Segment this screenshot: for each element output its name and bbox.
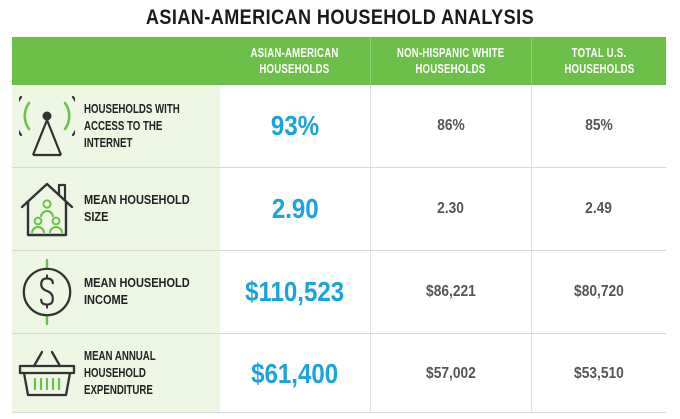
analysis-table: ASIAN-AMERICAN HOUSEHOLDS NON-HISPANIC WH… — [12, 37, 666, 413]
row-label-annual-expenditure: MEAN ANNUAL HOUSEHOLD EXPENDITURE — [84, 349, 156, 397]
table-header: ASIAN-AMERICAN HOUSEHOLDS NON-HISPANIC WH… — [12, 37, 666, 85]
value-total-size: 2.49 — [585, 200, 613, 217]
row-label-household-size: MEAN HOUSEHOLD SIZE — [84, 193, 190, 224]
row-label-household-income: MEAN HOUSEHOLD INCOME — [84, 276, 190, 307]
wifi-antenna-icon — [18, 93, 76, 159]
value-asian-income: $110,523 — [245, 276, 345, 307]
value-asian-size: 2.90 — [271, 193, 319, 224]
table-row: MEAN HOUSEHOLD INCOME $110,523 $86,221 $… — [12, 251, 666, 333]
house-family-icon — [18, 176, 76, 242]
table-row: HOUSEHOLDS WITH ACCESS TO THE INTERNET 93… — [12, 85, 666, 167]
column-header-non-hispanic-white: NON-HISPANIC WHITE HOUSEHOLDS — [397, 45, 505, 76]
table-row: MEAN HOUSEHOLD SIZE 2.90 2.30 2.49 — [12, 168, 666, 250]
value-white-size: 2.30 — [437, 200, 465, 217]
row-label-internet: HOUSEHOLDS WITH ACCESS TO THE INTERNET — [84, 101, 180, 150]
value-white-internet: 86% — [437, 117, 465, 134]
table-row: MEAN ANNUAL HOUSEHOLD EXPENDITURE $61,400… — [12, 334, 666, 413]
value-total-expenditure: $53,510 — [574, 364, 624, 382]
value-white-expenditure: $57,002 — [426, 364, 476, 382]
value-total-income: $80,720 — [574, 283, 624, 300]
value-white-income: $86,221 — [426, 283, 476, 300]
page-title: ASIAN-AMERICAN HOUSEHOLD ANALYSIS — [145, 6, 535, 29]
column-header-asian-american: ASIAN-AMERICAN HOUSEHOLDS — [250, 45, 340, 76]
value-total-internet: 85% — [585, 117, 613, 134]
value-asian-internet: 93% — [270, 110, 320, 141]
dollar-coin-icon — [18, 257, 76, 327]
column-header-total-us: TOTAL U.S. HOUSEHOLDS — [563, 45, 635, 76]
value-asian-expenditure: $61,400 — [251, 357, 339, 389]
shopping-basket-icon — [18, 342, 76, 404]
row-label-column — [12, 85, 220, 413]
